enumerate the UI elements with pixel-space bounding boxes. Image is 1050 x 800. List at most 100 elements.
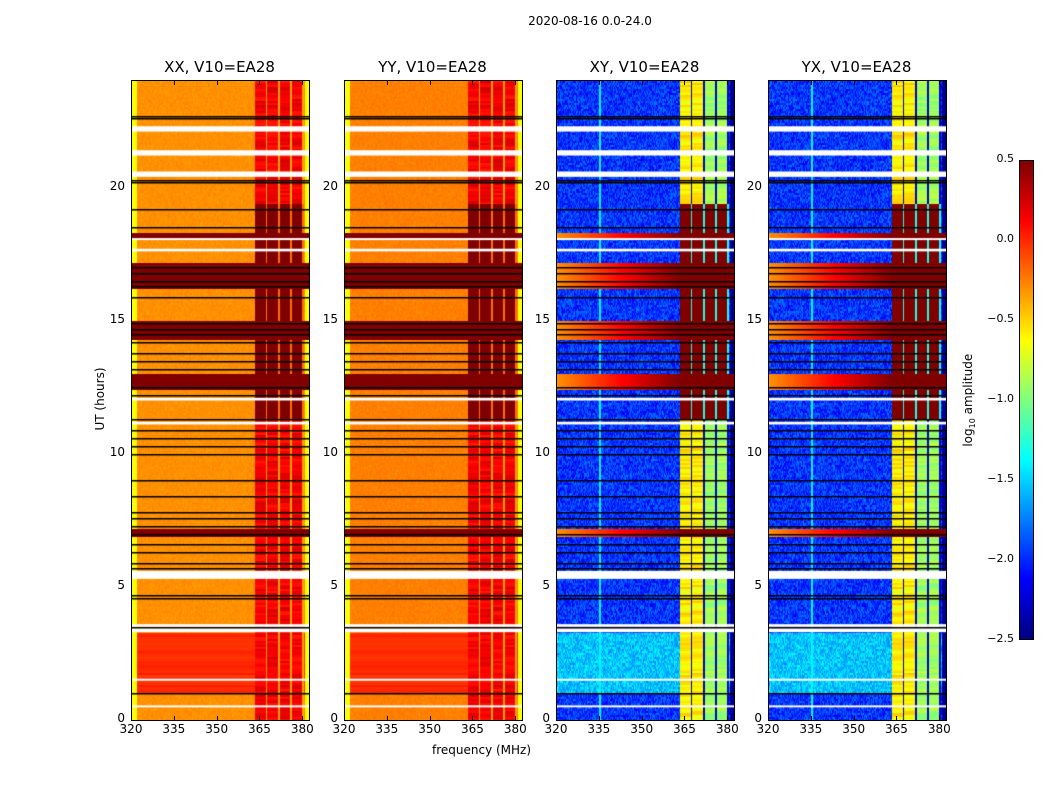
x-tick-mark [727,716,729,720]
x-tick-label: 365 [885,722,908,736]
x-tick-mark [386,81,388,85]
x-tick-mark [896,81,898,85]
heatmap-panel-xy [556,80,735,721]
x-tick-mark [853,81,855,85]
y-tick-label: 0 [754,711,762,725]
x-tick-label: 335 [162,722,186,736]
y-tick-label: 5 [542,577,550,592]
x-axis-label: frequency (MHz) [432,743,532,757]
x-tick-mark [556,81,557,85]
y-tick-label: 15 [534,311,550,326]
y-tick-label: 10 [534,444,550,459]
y-tick-label: 0 [117,711,125,725]
x-tick-label: 350 [630,722,654,736]
x-tick-mark [216,716,218,720]
y-tick-label: 20 [109,178,125,193]
x-tick-mark [472,716,474,720]
x-tick-mark [727,81,729,85]
x-tick-label: 335 [799,722,823,736]
x-tick-mark [768,81,769,85]
colorbar-tick-label: −2.0 [987,552,1014,565]
x-tick-mark [216,81,218,85]
x-tick-mark [472,81,474,85]
colorbar-label: log10 amplitude [960,353,978,447]
y-tick-label: 0 [330,711,338,725]
colorbar [1019,160,1034,640]
x-tick-label: 380 [715,722,739,736]
panel-title-xx: XX, V10=EA28 [164,58,275,76]
x-tick-mark [641,716,643,720]
x-tick-mark [173,81,175,85]
x-tick-label: 320 [332,722,356,736]
x-tick-mark [810,81,812,85]
x-tick-mark [641,81,643,85]
x-tick-mark [515,81,517,85]
x-tick-mark [131,81,132,85]
x-tick-label: 335 [375,722,399,736]
y-tick-label: 15 [746,311,762,326]
y-tick-label: 0 [542,711,550,725]
x-tick-mark [344,716,345,720]
x-tick-mark [302,81,304,85]
heatmap-canvas-yy [345,81,522,720]
heatmap-canvas-yx [769,81,946,720]
y-tick-label: 20 [746,178,762,193]
x-tick-mark [302,716,304,720]
x-tick-mark [429,81,431,85]
heatmap-panel-xx [131,80,310,721]
colorbar-tick-label: −2.5 [987,632,1014,645]
x-tick-mark [684,716,686,720]
y-tick-label: 10 [746,444,762,459]
panel-title-xy: XY, V10=EA28 [589,58,700,76]
x-tick-label: 380 [503,722,527,736]
figure-title: 2020-08-16 0.0-24.0 [528,14,652,28]
x-tick-label: 320 [756,722,780,736]
y-tick-label: 10 [109,444,125,459]
x-tick-mark [598,716,600,720]
colorbar-canvas [1020,161,1033,639]
x-tick-label: 365 [673,722,696,736]
y-tick-label: 5 [330,577,338,592]
x-tick-label: 350 [205,722,229,736]
heatmap-panel-yy [344,80,523,721]
x-tick-mark [939,81,941,85]
colorbar-tick-label: 0.0 [996,232,1015,245]
x-tick-mark [853,716,855,720]
y-tick-label: 20 [534,178,550,193]
y-tick-label: 15 [109,311,125,326]
x-tick-mark [556,716,557,720]
y-tick-label: 10 [322,444,338,459]
x-tick-mark [344,81,345,85]
x-tick-mark [598,81,600,85]
y-axis-label: UT (hours) [93,367,107,431]
heatmap-canvas-xx [132,81,309,720]
y-tick-label: 15 [322,311,338,326]
x-tick-mark [173,716,175,720]
x-tick-mark [684,81,686,85]
x-tick-mark [131,716,132,720]
x-tick-label: 335 [587,722,611,736]
x-tick-mark [515,716,517,720]
colorbar-tick-label: 0.5 [996,152,1015,165]
x-tick-mark [429,716,431,720]
x-tick-mark [259,716,261,720]
heatmap-canvas-xy [557,81,734,720]
x-tick-label: 365 [461,722,484,736]
y-tick-label: 20 [322,178,338,193]
x-tick-label: 380 [290,722,314,736]
x-tick-label: 350 [842,722,866,736]
panel-title-yy: YY, V10=EA28 [378,58,487,76]
y-tick-label: 5 [754,577,762,592]
panel-title-yx: YX, V10=EA28 [801,58,912,76]
x-tick-label: 320 [119,722,143,736]
x-tick-mark [939,716,941,720]
x-tick-mark [768,716,769,720]
colorbar-tick-label: −0.5 [987,312,1014,325]
colorbar-tick-label: −1.5 [987,472,1014,485]
x-tick-mark [259,81,261,85]
x-tick-label: 380 [927,722,951,736]
x-tick-label: 350 [418,722,442,736]
x-tick-mark [896,716,898,720]
x-tick-label: 320 [544,722,568,736]
x-tick-label: 365 [248,722,271,736]
